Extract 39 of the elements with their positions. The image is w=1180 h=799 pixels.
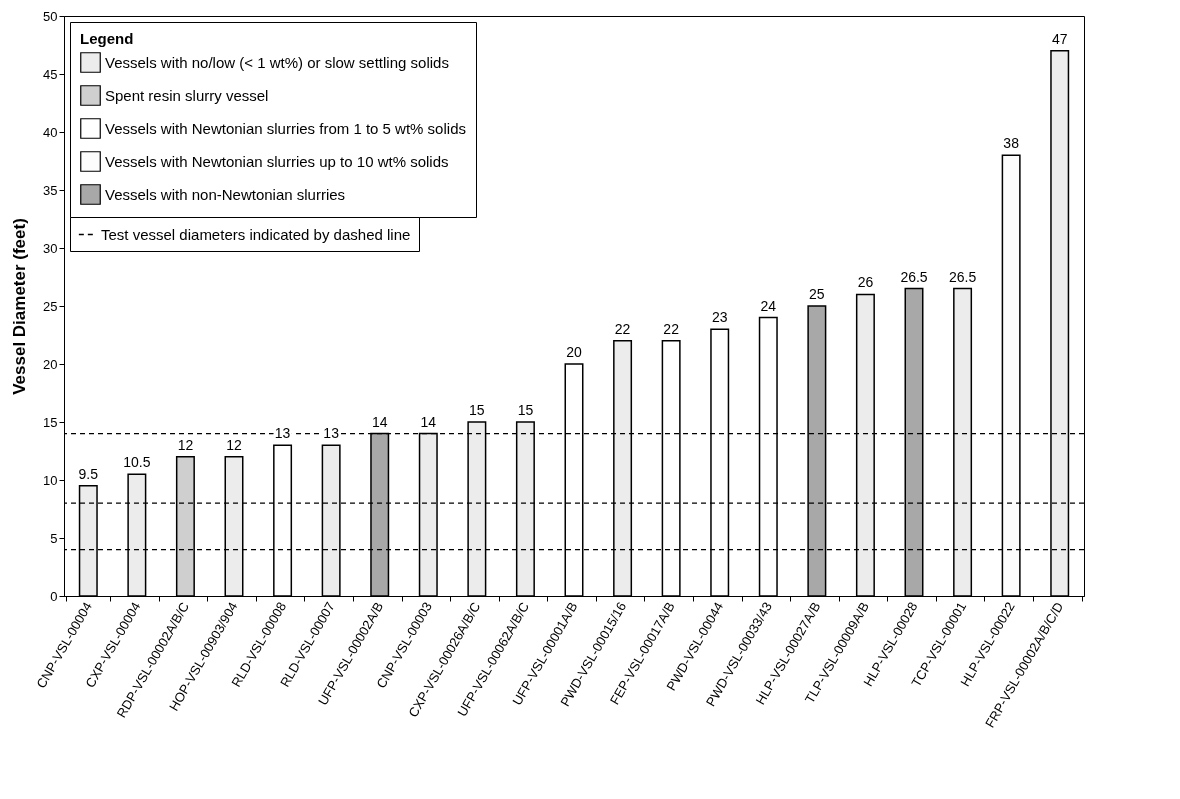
- y-tick-label: 10: [43, 472, 58, 488]
- data-label: 20: [566, 344, 582, 360]
- y-tick-label: 20: [43, 356, 58, 372]
- y-tick-label: 5: [50, 530, 58, 546]
- data-label: 22: [614, 320, 631, 337]
- legend-label: Vessels with non-Newtonian slurries: [105, 185, 346, 203]
- legend-title: Legend: [80, 30, 134, 47]
- data-label: 12: [177, 436, 194, 453]
- legend-label: Vessels with Newtonian slurries from 1 to 5 wt% solids: [105, 119, 466, 137]
- legend-label: Vessels with Newtonian slurries up to 10 wt% solids: [105, 152, 449, 170]
- y-tick-label: 50: [43, 8, 58, 24]
- data-label: 9.5: [78, 465, 99, 482]
- data-label: 10.5: [123, 454, 151, 471]
- legend-label: Vessels with no/low (< 1 wt%) or slow settling solids: [105, 53, 449, 71]
- data-label: 23: [711, 309, 728, 326]
- data-label: 25: [809, 286, 825, 302]
- data-label: 13: [274, 425, 291, 442]
- data-label: 15: [469, 402, 485, 418]
- data-label: 26.5: [948, 268, 977, 285]
- y-tick-label: 35: [43, 182, 58, 198]
- y-tick-label: 45: [43, 66, 58, 82]
- data-label: 38: [1003, 135, 1020, 152]
- data-label: 24: [760, 297, 777, 314]
- y-axis-title: Vessel Diameter (feet): [10, 218, 30, 395]
- data-label: 47: [1051, 30, 1068, 47]
- data-label: 15: [517, 402, 534, 418]
- data-label: 26: [857, 274, 874, 291]
- y-tick-label: 30: [43, 240, 58, 256]
- data-label: 26.5: [900, 268, 928, 285]
- legend-label: Spent resin slurry vessel: [105, 86, 269, 104]
- data-label: 14: [420, 413, 437, 430]
- y-tick-label: 0: [50, 588, 58, 604]
- y-tick-label: 15: [43, 414, 58, 430]
- legend-label: Test vessel diameters indicated by dashed line: [101, 225, 411, 243]
- y-tick-label: 40: [43, 124, 58, 140]
- y-tick-label: 25: [43, 298, 58, 314]
- data-label: 12: [226, 436, 242, 453]
- data-label: 14: [371, 413, 388, 430]
- data-label: 22: [663, 320, 680, 337]
